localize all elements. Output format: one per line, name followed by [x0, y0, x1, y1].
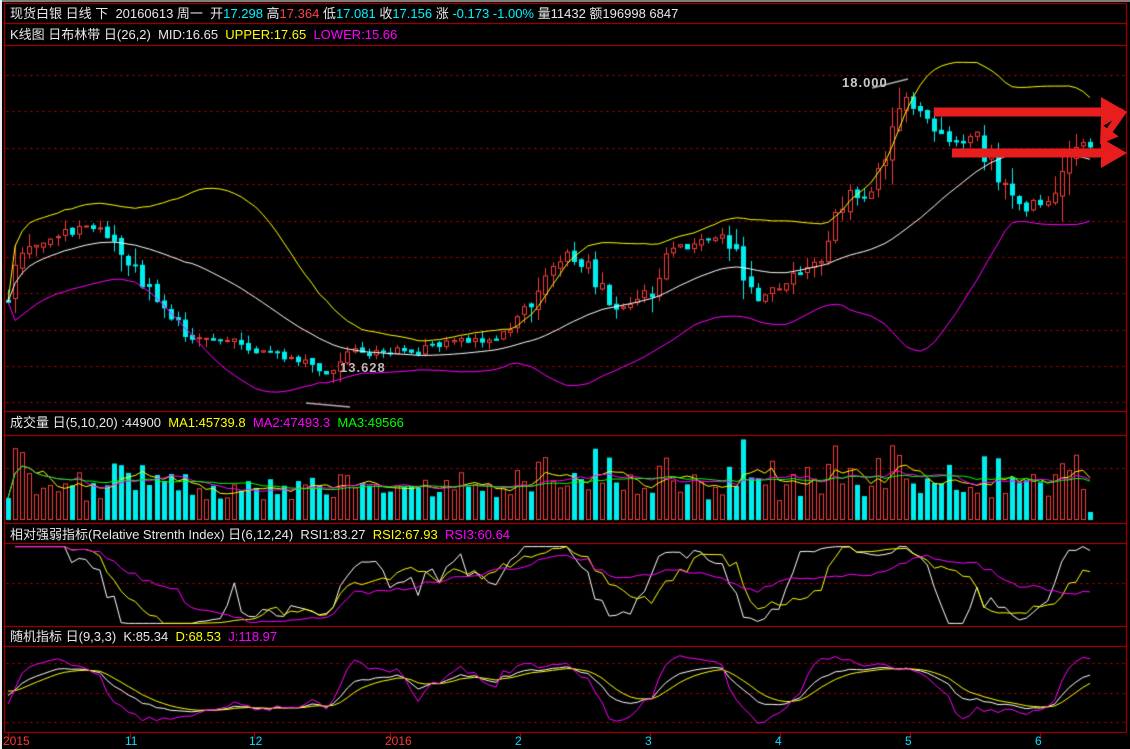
kline-indicator-bar: K线图 日布林带 日(26,2) MID:16.65 UPPER:17.65 L…	[10, 26, 397, 43]
close-value: 17.156	[392, 6, 436, 21]
open-label: 开	[210, 6, 224, 21]
kdj-k-value: 随机指标 日(9,3,3) K:85.34	[10, 629, 176, 644]
window-left-border	[0, 0, 2, 749]
boll-upper-value: UPPER:17.65	[225, 27, 314, 42]
pane-title: K线图	[10, 27, 49, 42]
date-weekday: 20160613 周一	[115, 6, 211, 21]
high-label: 高	[266, 6, 280, 21]
volume-ma1: MA1:45739.8	[168, 415, 253, 430]
kdj-j-value: J:118.97	[228, 629, 278, 644]
change-value: -0.173 -1.00%	[452, 6, 538, 21]
indicator-name: 日布林带 日(26,2)	[48, 27, 159, 42]
axis-label: 2015	[3, 734, 30, 748]
axis-label: 4	[775, 734, 782, 748]
boll-mid-value: MID:16.65	[158, 27, 226, 42]
open-value: 17.298	[223, 6, 267, 21]
x-axis: 2015 11 12 2016 2 3 4 5 6	[0, 735, 1130, 749]
low-label: 低	[322, 6, 336, 21]
axis-label: 2	[515, 734, 522, 748]
amount-value: 额196998	[589, 6, 650, 21]
axis-label: 2016	[385, 734, 412, 748]
rsi1-value: 相对强弱指标(Relative Strenth Index) 日(6,12,24…	[10, 527, 373, 542]
trend-arrow-upper	[934, 97, 1127, 127]
axis-label: 6	[1035, 734, 1042, 748]
axis-label: 12	[249, 734, 263, 748]
quote-bar: 现货白银 日线 下 20160613 周一 开17.298 高17.364 低1…	[10, 5, 678, 22]
axis-label: 3	[645, 734, 652, 748]
low-value: 17.081	[335, 6, 380, 21]
symbol-period: 现货白银 日线 下	[10, 6, 116, 21]
window-top-border	[0, 0, 1130, 2]
close-label: 收	[379, 6, 393, 21]
kdj-d-value: D:68.53	[175, 629, 229, 644]
axis-label: 5	[905, 734, 912, 748]
trend-arrow-lower	[952, 138, 1127, 168]
boll-lower-value: LOWER:15.66	[313, 27, 398, 42]
high-price-annotation: 18.000	[842, 75, 888, 90]
volume-ma2: MA2:47493.3	[252, 415, 338, 430]
rsi3-value: RSI3:60.64	[444, 527, 511, 542]
volume-value: 量11432	[537, 6, 590, 21]
volume-ma3: MA3:49566	[337, 415, 404, 430]
volume-indicator-bar: 成交量 日(5,10,20) :44900 MA1:45739.8 MA2:47…	[10, 414, 404, 431]
trend-arrow-pullback	[1100, 108, 1127, 144]
rsi2-value: RSI2:67.93	[372, 527, 445, 542]
change-label: 涨	[435, 6, 453, 21]
axis-label: 11	[125, 734, 138, 748]
extra-value: 6847	[649, 6, 679, 21]
rsi-indicator-bar: 相对强弱指标(Relative Strenth Index) 日(6,12,24…	[10, 526, 510, 543]
high-value: 17.364	[279, 6, 323, 21]
kdj-indicator-bar: 随机指标 日(9,3,3) K:85.34 D:68.53 J:118.97	[10, 628, 277, 645]
volume-current: 成交量 日(5,10,20) :44900	[10, 415, 169, 430]
low-price-annotation: 13.628	[340, 360, 386, 375]
